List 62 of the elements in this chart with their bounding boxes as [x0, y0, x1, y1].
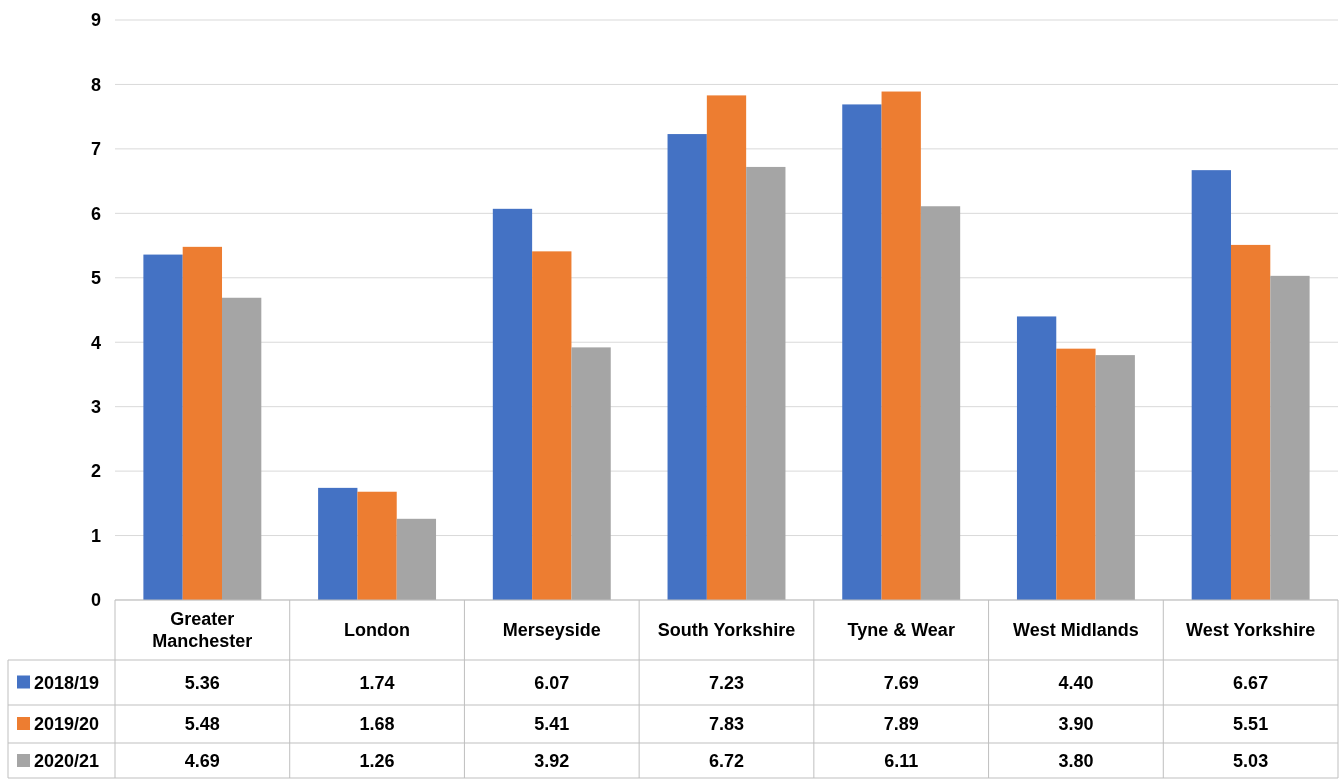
bar: [532, 251, 572, 600]
y-tick-label: 9: [90, 10, 101, 31]
data-label: 7.23: [708, 672, 745, 693]
bar: [920, 206, 961, 600]
bar: [143, 254, 183, 600]
bar: [881, 91, 921, 600]
bar: [222, 297, 262, 600]
x-tick-label: South Yorkshire: [657, 620, 796, 641]
bar: [492, 208, 533, 600]
bar: [396, 518, 437, 600]
data-label: 5.41: [534, 714, 570, 735]
bar: [1095, 355, 1135, 600]
bar: [182, 246, 223, 600]
x-tick-label: London: [344, 620, 411, 641]
bar: [746, 166, 786, 600]
legend-label: 2020/21: [34, 751, 100, 772]
bar: [571, 347, 611, 600]
legend-label: 2018/19: [34, 672, 100, 693]
data-label: 6.67: [1233, 672, 1269, 693]
data-label: 5.36: [184, 672, 220, 693]
data-label: 3.92: [534, 751, 570, 772]
bar: [1191, 170, 1231, 600]
data-label: 3.90: [1058, 714, 1094, 735]
y-tick-label: 5: [90, 268, 101, 289]
y-tick-label: 3: [90, 396, 101, 417]
data-label: 7.89: [883, 714, 919, 735]
data-label: 5.51: [1233, 714, 1269, 735]
bar: [1016, 316, 1057, 600]
bar: [667, 134, 707, 600]
y-tick-label: 6: [90, 203, 101, 224]
data-label: 1.26: [359, 751, 395, 772]
data-label: 6.72: [708, 751, 745, 772]
data-label: 1.74: [359, 672, 395, 693]
data-label: 6.11: [884, 751, 919, 772]
y-tick-label: 0: [90, 590, 101, 611]
bar: [318, 487, 358, 600]
y-tick-label: 1: [90, 525, 101, 546]
bar: [1230, 244, 1271, 600]
x-tick-label: Greater Manchester: [152, 609, 253, 652]
y-tick-label: 2: [90, 461, 101, 482]
y-tick-label: 7: [90, 139, 101, 160]
x-tick-label: Tyne & Wear: [847, 620, 955, 641]
data-label: 7.83: [708, 714, 745, 735]
y-tick-label: 4: [90, 332, 101, 353]
bar: [706, 95, 747, 600]
data-label: 5.48: [184, 714, 220, 735]
bar: [1270, 275, 1310, 600]
x-tick-label: West Midlands: [1013, 620, 1139, 641]
bar: [1056, 348, 1096, 600]
bar: [842, 104, 882, 600]
x-tick-label: West Yorkshire: [1186, 620, 1316, 641]
legend-label: 2019/20: [34, 714, 100, 735]
bar: [357, 491, 397, 600]
data-label: 6.07: [534, 672, 570, 693]
data-label: 5.03: [1233, 751, 1269, 772]
data-label: 1.68: [359, 714, 395, 735]
data-label: 4.40: [1058, 672, 1094, 693]
data-label: 3.80: [1058, 751, 1094, 772]
data-label: 7.69: [883, 672, 919, 693]
data-label: 4.69: [184, 751, 220, 772]
y-tick-label: 8: [90, 74, 101, 95]
x-tick-label: Merseyside: [502, 620, 601, 641]
